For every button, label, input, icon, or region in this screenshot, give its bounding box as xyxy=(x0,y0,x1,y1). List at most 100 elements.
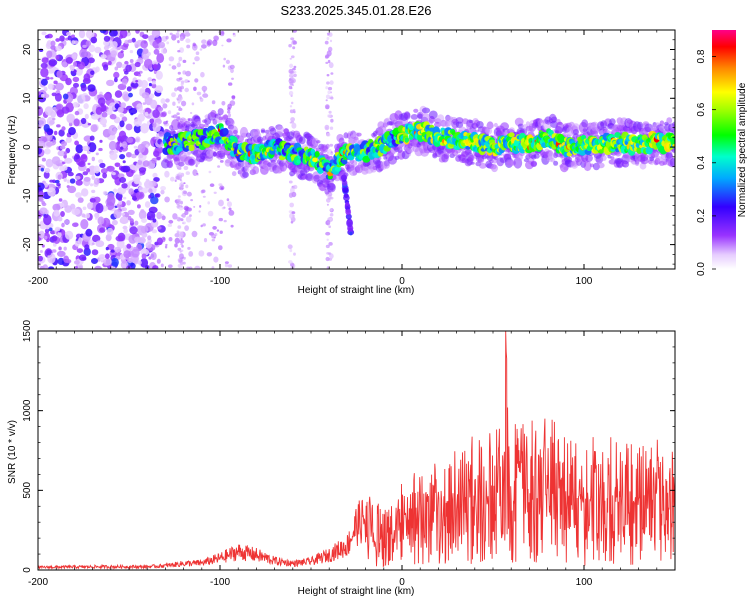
spectrogram-cell xyxy=(83,73,91,82)
spectrogram-cell xyxy=(190,199,194,202)
spectrogram-cell xyxy=(421,107,431,114)
spectrogram-cell xyxy=(80,153,88,163)
spectrogram-cell xyxy=(188,266,193,269)
spectrogram-cell xyxy=(65,77,72,86)
spectrogram-cell xyxy=(160,98,166,104)
spectrogram-cell xyxy=(147,235,152,241)
y-tick-label: -20 xyxy=(22,237,33,252)
spectrogram-cell xyxy=(177,50,181,53)
spectrogram-cell xyxy=(219,160,224,163)
spectrogram-cell xyxy=(100,54,107,59)
spectrogram-cell xyxy=(81,213,86,218)
spectrogram-cell xyxy=(311,137,320,146)
spectrogram-cell xyxy=(140,258,149,268)
spectrogram-cell xyxy=(41,57,49,64)
spectrogram-cell xyxy=(550,157,555,163)
spectrogram-cell xyxy=(167,255,170,258)
spectrogram-cell xyxy=(221,101,226,106)
y-tick-label: 0 xyxy=(22,144,33,150)
spectrogram-cell xyxy=(83,135,93,142)
spectrogram-cell xyxy=(71,53,77,60)
spectrogram-cell xyxy=(141,253,147,259)
spectrogram-cell xyxy=(165,98,170,103)
spectrogram-cell xyxy=(160,44,165,48)
spectrogram-cell xyxy=(68,127,76,136)
spectrogram-cell xyxy=(142,247,147,253)
spectrogram-cell xyxy=(636,146,643,154)
spectrogram-cell xyxy=(61,222,65,228)
spectrogram-cell xyxy=(410,114,419,120)
spectrogram-cell xyxy=(75,192,82,198)
spectrogram-cell xyxy=(292,214,295,218)
spectrogram-cell xyxy=(218,217,223,222)
spectrogram-cell xyxy=(157,226,162,230)
y-tick-label: 10 xyxy=(22,92,33,104)
spectrogram-frame xyxy=(37,29,676,270)
spectrogram-cell xyxy=(183,165,189,171)
spectrogram-cell xyxy=(72,101,79,108)
spectrogram-cell xyxy=(106,227,114,236)
spectrogram-cell xyxy=(40,67,49,78)
spectrogram-cell xyxy=(443,152,450,159)
spectrogram-cell xyxy=(126,137,134,144)
spectrogram-cell xyxy=(98,254,106,260)
spectrogram-cell xyxy=(72,222,79,228)
spectrogram-cell xyxy=(64,157,73,164)
spectrogram-cell xyxy=(183,30,190,36)
snr-frame xyxy=(37,330,676,571)
spectrogram-cell xyxy=(563,166,569,171)
spectrogram-cell xyxy=(356,132,362,137)
spectrogram-cell xyxy=(106,79,115,87)
spectrogram-cell xyxy=(187,246,191,250)
spectrogram-cell xyxy=(138,186,144,193)
spectrogram-cell xyxy=(56,183,61,187)
spectrogram-cell xyxy=(151,30,161,38)
spectrogram-cell xyxy=(329,253,334,259)
spectrogram-cell xyxy=(50,40,56,47)
spectrogram-cell xyxy=(191,102,195,106)
spectrogram-cell xyxy=(102,190,108,196)
bottom-y-ticks: 0 500 1000 1500 xyxy=(22,319,675,573)
spectrogram-cell xyxy=(160,263,164,268)
spectrogram-cell xyxy=(196,91,202,96)
spectrogram-cell xyxy=(128,92,133,98)
spectrogram-cell xyxy=(98,147,103,152)
spectrogram-cell xyxy=(60,211,65,217)
spectrogram-cell xyxy=(665,151,673,159)
spectrogram-cell xyxy=(174,87,178,92)
spectrogram-cell xyxy=(178,60,181,64)
spectrogram-cell xyxy=(155,70,163,80)
spectrogram-cell xyxy=(87,123,92,126)
spectrogram-cell xyxy=(126,243,132,249)
spectrogram-cell xyxy=(184,87,189,93)
spectrogram-cell xyxy=(59,35,65,42)
spectrogram-cell xyxy=(48,227,53,232)
spectrogram-cell xyxy=(65,57,73,64)
spectrogram-cell xyxy=(353,137,360,144)
spectrogram-cell xyxy=(403,111,411,119)
spectrogram-cell xyxy=(133,178,140,185)
spectrogram-cell xyxy=(325,86,329,90)
spectrogram-cell xyxy=(325,127,328,129)
spectrogram-cell xyxy=(95,240,105,248)
spectrogram-cell xyxy=(120,50,124,53)
spectrogram-cell xyxy=(182,222,185,225)
spectrogram-cell xyxy=(325,94,331,100)
spectrogram-cell xyxy=(53,209,60,217)
spectrogram-cell xyxy=(122,225,128,230)
spectrogram-cell xyxy=(288,192,294,198)
spectrogram-cell xyxy=(201,39,207,44)
spectrogram-cell xyxy=(125,123,133,131)
spectrogram-cell xyxy=(334,166,341,172)
spectrogram-cell xyxy=(292,46,296,50)
spectrogram-cell xyxy=(118,197,123,202)
spectrogram-cell xyxy=(298,136,306,145)
spectrogram-cell xyxy=(479,162,487,169)
spectrogram-cell xyxy=(151,229,158,234)
spectrogram-cell xyxy=(227,264,233,268)
spectrogram-cell xyxy=(156,156,161,160)
spectrogram-cell xyxy=(328,225,332,228)
spectrogram-cell xyxy=(346,218,353,228)
spectrogram-cell xyxy=(176,231,180,234)
spectrogram-cell xyxy=(179,36,184,42)
